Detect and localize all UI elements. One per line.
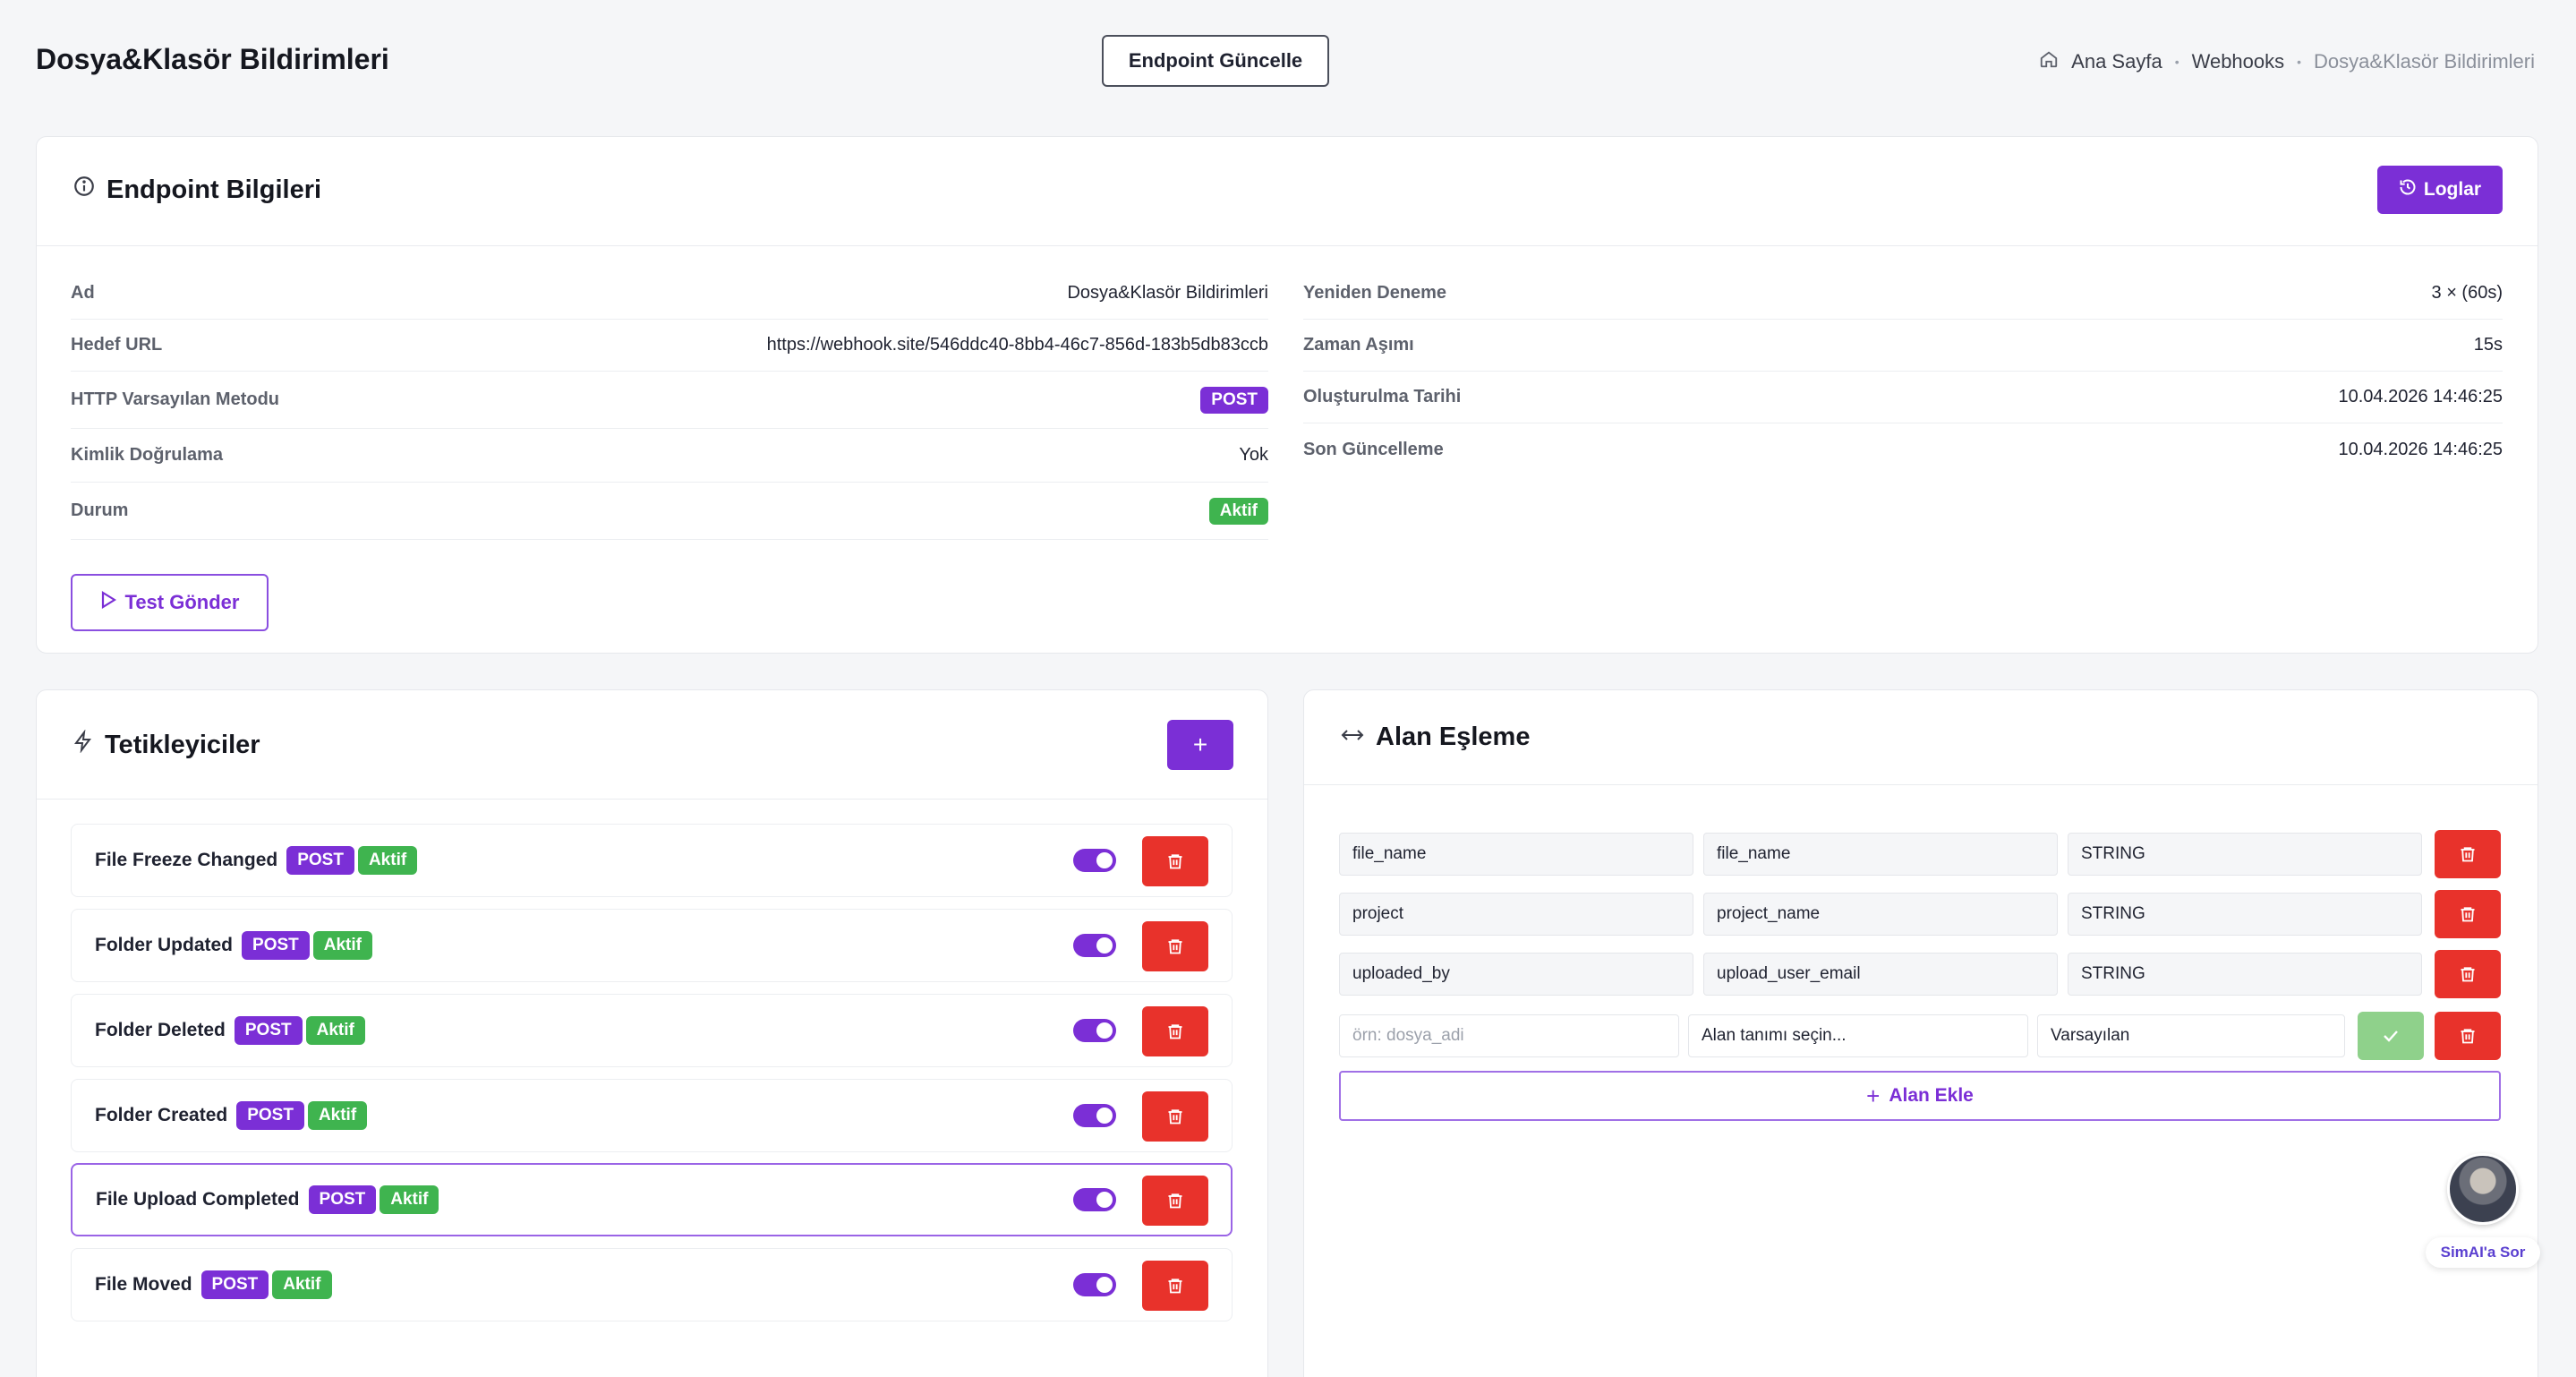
info-row-status: Durum Aktif — [71, 483, 1268, 540]
field-mapping-title: Alan Eşleme — [1340, 723, 1530, 752]
source-field-input[interactable]: file_name — [1339, 833, 1693, 876]
delete-mapping-button[interactable] — [2435, 1012, 2501, 1060]
method-badge: POST — [308, 1185, 377, 1214]
method-badge: POST — [234, 1016, 303, 1045]
status-badge: Aktif — [305, 1016, 365, 1045]
trigger-toggle[interactable] — [1073, 849, 1116, 872]
play-icon — [100, 591, 116, 614]
trigger-toggle[interactable] — [1073, 1273, 1116, 1296]
home-icon[interactable] — [2039, 49, 2059, 74]
type-select[interactable]: STRING — [2068, 833, 2422, 876]
breadcrumb-current: Dosya&Klasör Bildirimleri — [2314, 50, 2535, 73]
endpoint-update-button[interactable]: Endpoint Güncelle — [1102, 35, 1329, 87]
method-badge: POST — [236, 1101, 304, 1130]
delete-trigger-button[interactable] — [1142, 921, 1208, 971]
delete-mapping-button[interactable] — [2435, 950, 2501, 998]
assistant-avatar[interactable] — [2447, 1153, 2519, 1225]
trigger-row: Folder Deleted POST Aktif — [71, 994, 1233, 1067]
type-select[interactable]: STRING — [2068, 893, 2422, 936]
status-badge: Aktif — [307, 1101, 368, 1130]
assistant-button[interactable]: SimAI'a Sor — [2426, 1237, 2540, 1268]
trash-icon — [1168, 1193, 1182, 1209]
status-badge: Aktif — [312, 931, 372, 960]
type-select[interactable]: STRING — [2068, 953, 2422, 996]
trigger-row: File Moved POST Aktif — [71, 1248, 1233, 1321]
info-row-retry: Yeniden Deneme 3 × (60s) — [1303, 268, 2503, 320]
info-row-http-method: HTTP Varsayılan Metodu POST — [71, 372, 1268, 429]
trash-icon — [2461, 847, 2475, 862]
endpoint-info-title: Endpoint Bilgileri — [73, 175, 321, 205]
add-field-button[interactable]: + Alan Ekle — [1339, 1071, 2501, 1121]
trash-icon — [1168, 1279, 1182, 1294]
delete-trigger-button[interactable] — [1142, 1006, 1208, 1056]
confirm-mapping-button[interactable] — [2358, 1012, 2424, 1060]
endpoint-info-card: Endpoint Bilgileri Loglar — [36, 136, 2538, 654]
target-field-select[interactable]: upload_user_email — [1703, 953, 2058, 996]
test-send-button[interactable]: Test Gönder — [71, 574, 269, 631]
card-divider — [37, 245, 2538, 246]
delete-mapping-button[interactable] — [2435, 830, 2501, 878]
source-field-input[interactable]: uploaded_by — [1339, 953, 1693, 996]
trigger-toggle[interactable] — [1073, 1188, 1116, 1211]
trash-icon — [2461, 907, 2475, 922]
delete-trigger-button[interactable] — [1142, 836, 1208, 886]
delete-mapping-button[interactable] — [2435, 890, 2501, 938]
delete-trigger-button[interactable] — [1142, 1261, 1208, 1311]
delete-trigger-button[interactable] — [1142, 1091, 1208, 1142]
trash-icon — [1168, 1109, 1182, 1125]
breadcrumb-webhooks[interactable]: Webhooks — [2191, 50, 2285, 73]
method-badge: POST — [1200, 386, 1268, 414]
trigger-toggle[interactable] — [1073, 1019, 1116, 1042]
trash-icon — [2461, 1029, 2475, 1044]
trash-icon — [1168, 1024, 1182, 1039]
status-badge: Aktif — [380, 1185, 439, 1214]
target-url-link[interactable]: https://webhook.site/546ddc40-8bb4-46c7-… — [766, 335, 1268, 355]
info-row-name: Ad Dosya&Klasör Bildirimleri — [71, 268, 1268, 320]
method-badge: POST — [242, 931, 310, 960]
card-divider — [37, 799, 1267, 800]
trigger-toggle[interactable] — [1073, 934, 1116, 957]
triggers-title: Tetikleyiciler — [73, 729, 260, 760]
check-icon — [2384, 1031, 2398, 1042]
trash-icon — [2461, 967, 2475, 982]
breadcrumb-separator: • — [2297, 55, 2302, 69]
trigger-toggle[interactable] — [1073, 1104, 1116, 1127]
new-source-field-input[interactable]: örn: dosya_adi — [1339, 1014, 1679, 1057]
status-badge: Aktif — [272, 1270, 332, 1299]
info-row-auth: Kimlik Doğrulama Yok — [71, 429, 1268, 483]
breadcrumb-home[interactable]: Ana Sayfa — [2071, 50, 2162, 73]
trash-icon — [1168, 939, 1182, 954]
target-field-select[interactable]: project_name — [1703, 893, 2058, 936]
card-divider — [1304, 784, 2538, 785]
info-row-timeout: Zaman Aşımı 15s — [1303, 320, 2503, 372]
page-title: Dosya&Klasör Bildirimleri — [36, 43, 389, 75]
trigger-row: File Freeze Changed POST Aktif — [71, 824, 1233, 897]
info-row-updated: Son Güncelleme 10.04.2026 14:46:25 — [1303, 439, 2503, 459]
logs-button[interactable]: Loglar — [2377, 166, 2503, 214]
lightning-icon — [73, 729, 94, 760]
method-badge: POST — [286, 846, 354, 875]
delete-trigger-button[interactable] — [1142, 1176, 1208, 1226]
history-icon — [2399, 178, 2417, 201]
method-badge: POST — [200, 1270, 269, 1299]
plus-icon: + — [1866, 1082, 1881, 1109]
status-badge: Aktif — [357, 846, 418, 875]
new-type-select[interactable]: Varsayılan — [2037, 1014, 2345, 1057]
new-target-field-select[interactable]: Alan tanımı seçin... — [1688, 1014, 2028, 1057]
info-icon — [73, 175, 96, 205]
target-field-select[interactable]: file_name — [1703, 833, 2058, 876]
status-badge: Aktif — [1208, 497, 1268, 525]
trigger-row: Folder Created POST Aktif — [71, 1079, 1233, 1152]
arrows-horizontal-icon — [1340, 723, 1365, 752]
trash-icon — [1168, 854, 1182, 869]
info-row-target-url: Hedef URL https://webhook.site/546ddc40-… — [71, 320, 1268, 372]
info-row-created: Oluşturulma Tarihi 10.04.2026 14:46:25 — [1303, 372, 2503, 423]
trigger-row-selected[interactable]: File Upload Completed POST Aktif — [71, 1163, 1233, 1236]
add-trigger-button[interactable]: + — [1167, 720, 1233, 770]
trigger-row: Folder Updated POST Aktif — [71, 909, 1233, 982]
breadcrumb-separator: • — [2174, 55, 2179, 69]
source-field-input[interactable]: project — [1339, 893, 1693, 936]
breadcrumb: Ana Sayfa • Webhooks • Dosya&Klasör Bild… — [2039, 49, 2535, 74]
